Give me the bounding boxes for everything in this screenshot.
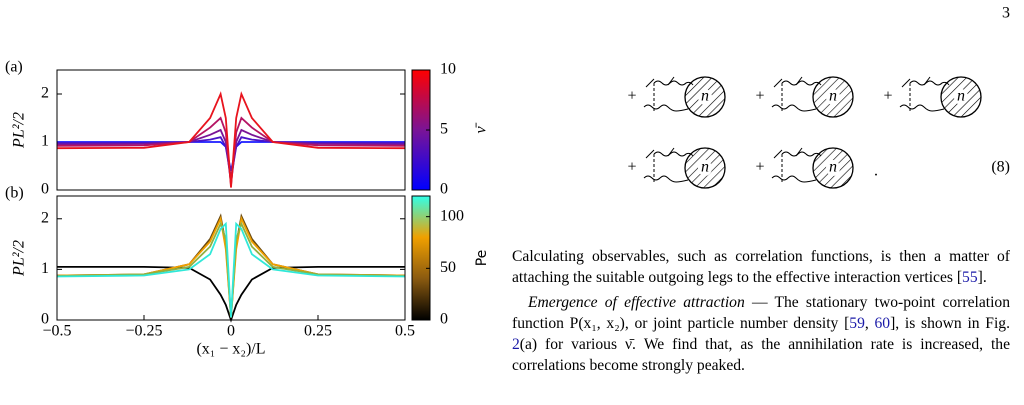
slash <box>901 78 911 88</box>
x-axis-label: (x₁ − x₂)/L <box>196 341 265 358</box>
vertex-diagram: n <box>771 147 854 189</box>
slash <box>773 149 783 159</box>
x-tick-label: 0.25 <box>304 323 332 340</box>
wavy-line <box>653 151 694 157</box>
plus-sign: + <box>755 88 764 105</box>
plot-frame <box>56 195 406 321</box>
wavy-line <box>653 80 694 86</box>
wavy-line <box>643 104 689 112</box>
slash <box>645 149 655 159</box>
line-series <box>56 221 406 318</box>
y-axis-label: PL²/2 <box>11 112 28 149</box>
slash <box>645 78 655 88</box>
vertex-diagram: n <box>643 147 726 189</box>
circle-label: n <box>701 88 709 105</box>
plus-sign: + <box>883 88 892 105</box>
colorbar <box>411 195 431 321</box>
page-number: 3 <box>1002 5 1010 22</box>
paragraph: Calculating observables, such as correla… <box>512 246 1010 288</box>
x-tick-label: 0 <box>227 323 235 340</box>
y-tick-label: 1 <box>41 260 49 277</box>
equation-number: (8) <box>991 159 1010 176</box>
wavy-line <box>909 80 950 86</box>
y-tick-label: 0 <box>41 181 49 198</box>
vertex-diagram: n <box>771 76 854 118</box>
text-run: Calculating observables, such as correla… <box>512 248 1010 286</box>
label-backdrop <box>826 160 840 176</box>
x-tick-label: 0.5 <box>395 323 415 340</box>
slash <box>773 78 783 88</box>
text-run: ]. <box>977 269 987 286</box>
panel-label: (a) <box>5 59 23 76</box>
y-axis-label: PL²/2 <box>11 240 28 277</box>
label-backdrop <box>698 89 712 105</box>
plus-sign: + <box>627 88 636 105</box>
text-run: — The stationary two-point correlation f… <box>512 294 1010 332</box>
panel-label: (b) <box>5 185 24 202</box>
citation-link[interactable]: 55 <box>962 269 978 286</box>
paragraph: Emergence of effective attraction — The … <box>512 292 1010 376</box>
colorbar-tick-label: 50 <box>440 259 456 276</box>
y-tick-label: 2 <box>41 85 49 102</box>
wavy-line <box>771 175 817 183</box>
citation-link[interactable]: 59 <box>849 315 865 332</box>
colorbar-label: Pe <box>474 250 490 267</box>
vertex-diagram: n <box>643 76 726 118</box>
circle-label: n <box>829 159 837 176</box>
text-run: , <box>864 315 875 332</box>
label-backdrop <box>826 89 840 105</box>
colorbar-tick-label: 0 <box>440 311 448 328</box>
colorbar-tick-label: 100 <box>440 207 464 224</box>
end-punctuation: . <box>874 163 878 180</box>
y-tick-label: 1 <box>41 133 49 150</box>
label-backdrop <box>954 89 968 105</box>
citation-link[interactable]: 2 <box>512 336 520 353</box>
circle-label: n <box>829 88 837 105</box>
paragraph-heading: Emergence of effective attraction <box>528 294 745 311</box>
wavy-line <box>899 104 945 112</box>
vertex-diagram: n <box>899 76 982 118</box>
wavy-line <box>771 104 817 112</box>
colorbar-tick-label: 0 <box>440 181 448 198</box>
text-run: (a) for various ν̄. We find that, as the… <box>512 336 1010 374</box>
x-tick-label: −0.5 <box>42 323 71 340</box>
circle-label: n <box>957 88 965 105</box>
y-tick-label: 0 <box>41 311 49 328</box>
text-run: ], is shown in Fig. <box>890 315 1011 332</box>
citation-link[interactable]: 60 <box>874 315 891 332</box>
wavy-line <box>781 151 822 157</box>
colorbar-tick-label: 10 <box>440 61 456 78</box>
y-tick-label: 2 <box>41 209 49 226</box>
label-backdrop <box>698 160 712 176</box>
colorbar-label: ν̄ <box>473 122 490 133</box>
line-series <box>56 91 406 188</box>
colorbar-tick-label: 5 <box>440 121 448 138</box>
plus-sign: + <box>627 159 636 176</box>
plot-frame <box>56 69 406 191</box>
plus-sign: + <box>755 159 764 176</box>
circle-label: n <box>701 159 709 176</box>
wavy-line <box>643 175 689 183</box>
x-tick-label: −0.25 <box>125 323 162 340</box>
wavy-line <box>781 80 822 86</box>
text-column: Calculating observables, such as correla… <box>512 246 1010 376</box>
